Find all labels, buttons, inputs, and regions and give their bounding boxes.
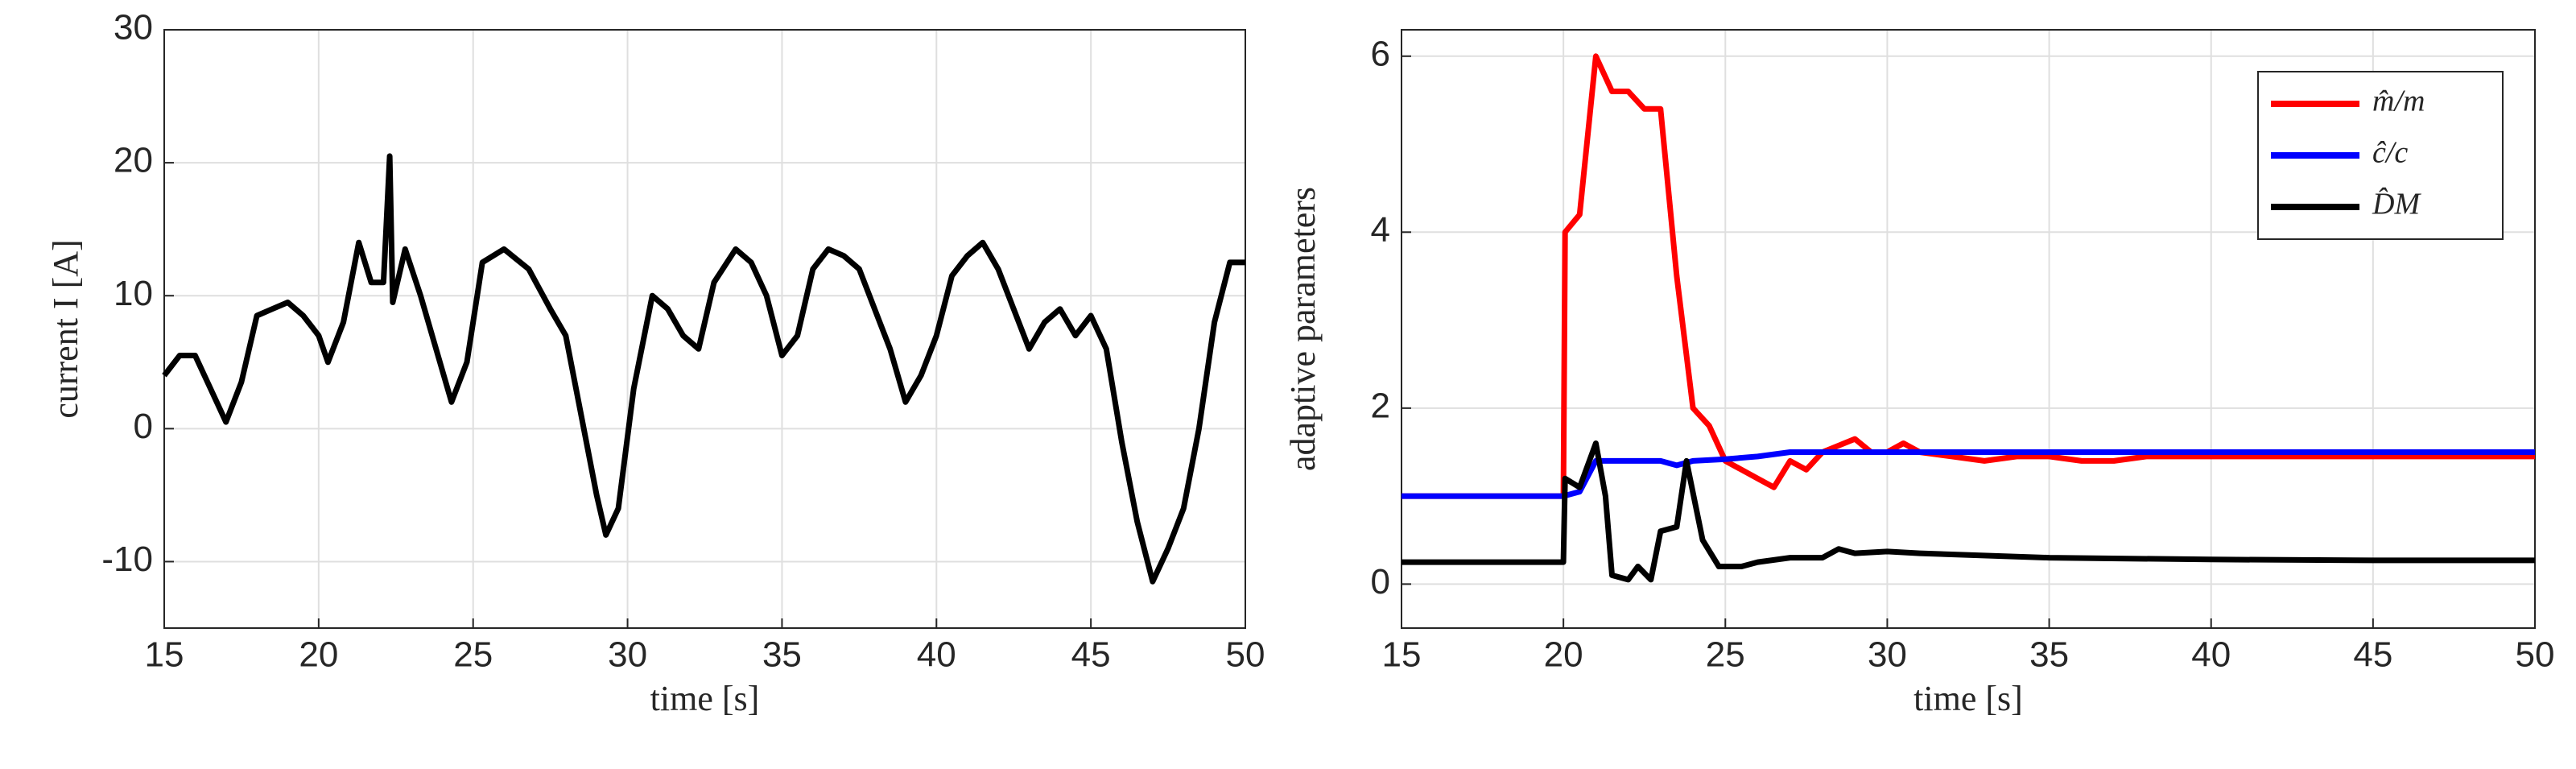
- y-axis-label: adaptive parameters: [1283, 187, 1323, 471]
- x-axis-label: time [s]: [1913, 679, 2023, 718]
- x-tick-label: 50: [1226, 635, 1265, 675]
- y-tick-label: 10: [114, 274, 153, 313]
- legend-label: ĉ/c: [2372, 136, 2408, 170]
- x-tick-label: 50: [2516, 635, 2555, 675]
- x-tick-label: 30: [1868, 635, 1907, 675]
- data-line: [1402, 440, 2535, 583]
- x-tick-label: 45: [1071, 635, 1111, 675]
- y-tick-label: 30: [114, 8, 153, 48]
- y-tick-label: 20: [114, 141, 153, 180]
- x-tick-label: 25: [453, 635, 493, 675]
- data-line: [1402, 53, 2535, 499]
- y-axis-label: current I [A]: [46, 239, 85, 418]
- y-tick-label: 4: [1371, 210, 1390, 250]
- axes-box: [1401, 29, 2536, 629]
- legend-label: D̂M: [2372, 188, 2421, 221]
- x-tick-label: 35: [762, 635, 802, 675]
- x-tick-label: 40: [2191, 635, 2231, 675]
- data-line: [1402, 449, 2535, 499]
- x-tick-label: 40: [917, 635, 956, 675]
- x-tick-label: 20: [1544, 635, 1583, 675]
- x-tick-label: 35: [2029, 635, 2069, 675]
- x-tick-label: 20: [299, 635, 338, 675]
- y-tick-label: 0: [134, 407, 153, 446]
- x-tick-label: 15: [1382, 635, 1422, 675]
- x-tick-label: 25: [1706, 635, 1745, 675]
- axes-box: [163, 29, 1246, 629]
- data-line: [162, 153, 1245, 585]
- y-tick-label: 0: [1371, 562, 1390, 602]
- y-tick-label: -10: [101, 540, 153, 579]
- x-axis-label: time [s]: [650, 679, 760, 718]
- x-tick-label: 30: [608, 635, 647, 675]
- y-tick-label: 6: [1371, 34, 1390, 73]
- y-tick-label: 2: [1371, 386, 1390, 425]
- x-tick-label: 15: [145, 635, 184, 675]
- legend-label: m̂/m: [2372, 85, 2425, 118]
- x-tick-label: 45: [2353, 635, 2392, 675]
